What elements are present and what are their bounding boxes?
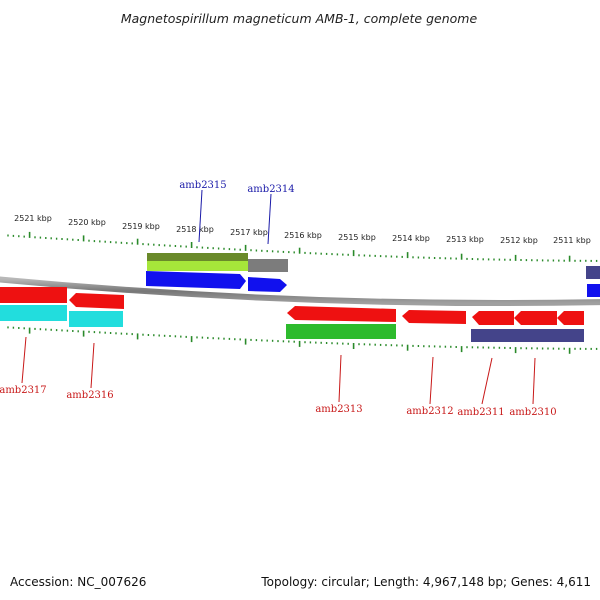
position-labels: 2521 kbp 2520 kbp 2519 kbp 2518 kbp 2517…	[14, 214, 591, 245]
leader-amb2315	[198, 189, 203, 243]
label-leaders	[21, 189, 536, 405]
gene-label-amb2317[interactable]: amb2317	[0, 385, 47, 396]
kbp-label: 2521 kbp	[14, 214, 52, 223]
gene-labels: amb2315 amb2314 amb2317 amb2316 amb2313 …	[0, 180, 557, 418]
gene-label-amb2312[interactable]: amb2312	[406, 406, 453, 417]
leader-amb2316	[90, 342, 95, 389]
gene-right-edge-feature-blue[interactable]	[587, 284, 600, 297]
leader-amb2312	[429, 356, 434, 405]
leader-amb2313	[338, 354, 342, 403]
gene-amb2310-arrow[interactable]	[514, 311, 557, 325]
kbp-label: 2519 kbp	[122, 222, 160, 231]
gene-label-amb2311[interactable]: amb2311	[457, 407, 504, 418]
kbp-label: 2520 kbp	[68, 218, 106, 227]
gene-amb2316-arrow[interactable]	[69, 293, 124, 309]
kbp-label: 2517 kbp	[230, 228, 268, 237]
gene-amb2311-arrow[interactable]	[472, 311, 514, 325]
map-title: Magnetospirillum magneticum AMB-1, compl…	[121, 11, 478, 26]
kbp-label: 2515 kbp	[338, 233, 376, 242]
kbp-label: 2518 kbp	[176, 225, 214, 234]
leader-amb2310	[532, 357, 536, 405]
gene-label-amb2315[interactable]: amb2315	[179, 180, 226, 191]
gene-amb2310-arrow-b[interactable]	[557, 311, 584, 325]
gene-amb2312-arrow[interactable]	[402, 310, 466, 324]
gene-amb2315-feature-olive[interactable]	[147, 253, 248, 261]
gene-amb2315-arrow[interactable]	[146, 271, 246, 289]
reverse-features	[0, 287, 584, 342]
gene-amb2313-feature-green[interactable]	[286, 324, 396, 339]
kbp-label: 2511 kbp	[553, 236, 591, 245]
gene-label-amb2310[interactable]: amb2310	[509, 407, 556, 418]
gene-right-edge-feature-slate[interactable]	[586, 266, 600, 279]
gene-amb2317-feature-cyan[interactable]	[0, 305, 67, 321]
gene-amb2314-feature-grey[interactable]	[248, 259, 288, 272]
leader-amb2311	[481, 357, 493, 405]
topology-text: Topology: circular; Length: 4,967,148 bp…	[260, 575, 591, 589]
accession-text: Accession: NC_007626	[10, 575, 146, 589]
gene-amb2314-arrow[interactable]	[248, 277, 287, 292]
gene-amb2317-arrow[interactable]	[0, 287, 67, 303]
kbp-label: 2516 kbp	[284, 231, 322, 240]
gene-label-amb2313[interactable]: amb2313	[315, 404, 362, 415]
forward-features	[146, 253, 600, 297]
kbp-label: 2514 kbp	[392, 234, 430, 243]
gene-amb2311-feature-slate[interactable]	[471, 329, 584, 342]
gene-label-amb2316[interactable]: amb2316	[66, 390, 113, 401]
leader-amb2314	[267, 193, 272, 245]
genome-backbone	[0, 276, 600, 307]
gene-amb2316-feature-cyan[interactable]	[69, 311, 123, 327]
gene-label-amb2314[interactable]: amb2314	[247, 184, 294, 195]
gene-amb2313-arrow[interactable]	[287, 306, 396, 322]
leader-amb2317	[21, 336, 27, 384]
upper-tick-track	[7, 231, 598, 262]
kbp-label: 2513 kbp	[446, 235, 484, 244]
lower-tick-track	[7, 326, 598, 354]
kbp-label: 2512 kbp	[500, 236, 538, 245]
gene-amb2315-feature-lime[interactable]	[147, 261, 248, 271]
